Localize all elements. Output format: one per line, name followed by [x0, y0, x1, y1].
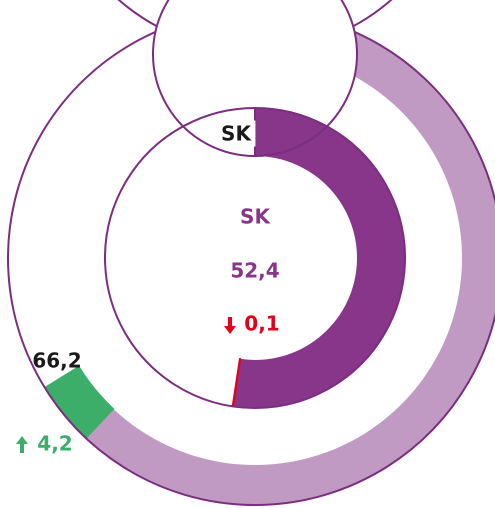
ring-outline — [7, 0, 495, 506]
change-arrow — [16, 436, 28, 453]
change-label: 0,1 — [244, 312, 279, 336]
ring-segment — [233, 108, 405, 408]
value-label: 66,2 — [32, 349, 81, 373]
value-label: 52,4 — [230, 259, 279, 283]
ring-name-bg — [218, 120, 256, 147]
ring-background — [105, 0, 405, 408]
change-label: 4,2 — [37, 432, 72, 456]
ring-segment — [85, 11, 495, 505]
center-label: SK — [240, 205, 271, 229]
change-arrow — [224, 317, 236, 334]
ring-name: SK — [221, 122, 252, 146]
ring-outline — [104, 0, 406, 409]
